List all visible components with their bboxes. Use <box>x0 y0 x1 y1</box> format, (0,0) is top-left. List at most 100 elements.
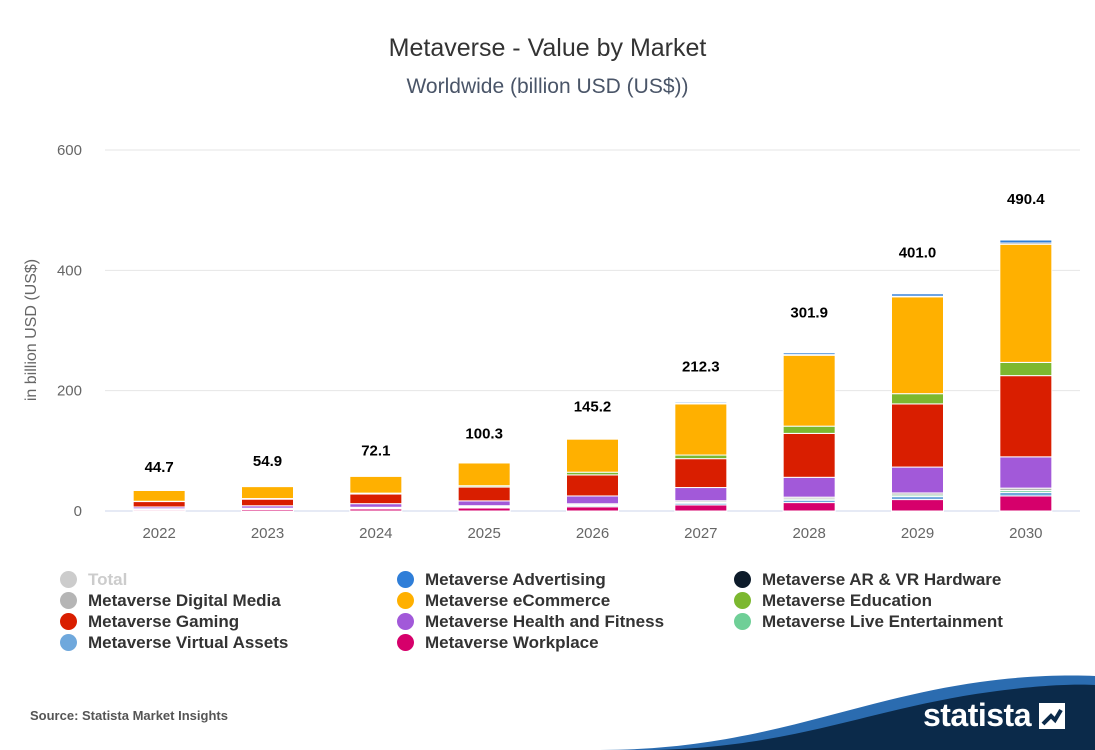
total-label: 72.1 <box>361 443 390 460</box>
x-tick-label: 2025 <box>467 525 500 542</box>
bar-segment[interactable] <box>999 495 1053 512</box>
bar-segment[interactable] <box>674 504 728 512</box>
x-tick-label: 2027 <box>684 525 717 542</box>
legend-item[interactable]: Metaverse Advertising <box>397 569 734 590</box>
legend-item[interactable]: Total <box>60 569 397 590</box>
bar-segment[interactable] <box>457 500 511 507</box>
bar-segment[interactable] <box>782 352 836 356</box>
legend-item[interactable]: Metaverse Workplace <box>397 632 734 653</box>
bar-segment[interactable] <box>132 501 186 508</box>
x-tick-label: 2030 <box>1009 525 1042 542</box>
footer-wave <box>600 675 1095 750</box>
bar-segment[interactable] <box>782 502 836 512</box>
bar-segment[interactable] <box>132 489 186 502</box>
bar-segment[interactable] <box>566 495 619 505</box>
bar-segment[interactable] <box>566 437 619 440</box>
legend-dot-icon <box>60 613 77 630</box>
legend-label: Total <box>88 569 128 589</box>
legend-label: Metaverse eCommerce <box>425 590 611 610</box>
statista-logo[interactable]: statista <box>923 697 1065 734</box>
bar-segment[interactable] <box>457 462 511 487</box>
stacked-bar-chart: 0 200 400 600 in billion USD (US$) 44.7 2022 54… <box>23 142 1080 542</box>
bar-segment[interactable] <box>999 239 1053 244</box>
legend-item[interactable]: Metaverse Live Entertainment <box>734 611 1070 632</box>
bar-segment[interactable] <box>891 466 944 494</box>
legend-label: Metaverse Advertising <box>425 569 606 589</box>
bar-segment[interactable] <box>999 456 1053 489</box>
legend-item[interactable]: Metaverse Gaming <box>60 611 397 632</box>
total-label: 100.3 <box>465 426 503 443</box>
legend-dot-icon <box>397 634 414 651</box>
bar-segment[interactable] <box>782 354 836 427</box>
total-label: 490.4 <box>1007 191 1045 208</box>
bar-segment[interactable] <box>674 403 728 456</box>
total-label: 44.7 <box>145 459 174 476</box>
legend-dot-icon <box>60 592 77 609</box>
bar-segment[interactable] <box>349 475 403 494</box>
legend-item[interactable]: Metaverse AR & VR Hardware <box>734 569 1070 590</box>
legend-dot-icon <box>734 592 751 609</box>
bar-segment[interactable] <box>999 243 1053 363</box>
statista-mark-icon <box>1039 702 1065 729</box>
legend-item[interactable]: Metaverse eCommerce <box>397 590 734 611</box>
y-axis-label: in billion USD (US$) <box>23 259 40 401</box>
legend-dot-icon <box>60 571 77 588</box>
x-tick-label: 2024 <box>359 525 392 542</box>
legend-item[interactable]: Metaverse Health and Fitness <box>397 611 734 632</box>
legend-dot-icon <box>734 571 751 588</box>
bar-segment[interactable] <box>349 503 403 508</box>
total-label: 212.3 <box>682 358 720 375</box>
bar-segment[interactable] <box>891 499 944 512</box>
bar-segment[interactable] <box>674 458 728 489</box>
bar-segment[interactable] <box>999 375 1053 458</box>
legend-label: Metaverse Workplace <box>425 632 599 652</box>
chart-title: Metaverse - Value by Market <box>388 34 707 62</box>
legend-item[interactable]: Metaverse Education <box>734 590 1070 611</box>
bar-segment[interactable] <box>566 474 619 497</box>
x-tick-label: 2022 <box>142 525 175 542</box>
legend-item[interactable]: Metaverse Digital Media <box>60 590 397 611</box>
bar-segment[interactable] <box>999 491 1053 497</box>
bar-segment[interactable] <box>891 403 944 468</box>
y-tick-label: 200 <box>57 383 82 400</box>
legend-label: Metaverse Live Entertainment <box>762 611 1003 631</box>
bar-segment[interactable] <box>999 361 1053 377</box>
legend-label: Metaverse Virtual Assets <box>88 632 289 652</box>
bar-segment[interactable] <box>782 432 836 478</box>
bar-segment[interactable] <box>566 438 619 473</box>
y-tick-label: 400 <box>57 262 82 279</box>
legend-dot-icon <box>397 571 414 588</box>
source-note: Source: Statista Market Insights <box>30 708 228 723</box>
y-tick-label: 600 <box>57 142 82 159</box>
bar-segment[interactable] <box>566 506 619 512</box>
bar-segment[interactable] <box>782 476 836 498</box>
bar-segment[interactable] <box>457 486 511 502</box>
brand-name: statista <box>922 697 1032 733</box>
bar-segment[interactable] <box>349 493 403 505</box>
bar-segment[interactable] <box>891 296 944 395</box>
legend-label: Metaverse Education <box>762 590 933 610</box>
legend-dot-icon <box>60 634 77 651</box>
bar-segment[interactable] <box>674 454 728 460</box>
chart-legend: Total Metaverse Advertising Metaverse AR &… <box>60 569 1070 653</box>
bar-segment[interactable] <box>674 487 728 502</box>
total-label: 301.9 <box>790 304 828 321</box>
bar-segment[interactable] <box>241 498 294 507</box>
y-tick-label: 0 <box>74 503 82 520</box>
legend-dot-icon <box>397 613 414 630</box>
legend-label: Metaverse Gaming <box>88 611 240 631</box>
legend-label: Metaverse AR & VR Hardware <box>762 569 1002 589</box>
legend-dot-icon <box>397 592 414 609</box>
bar-segment[interactable] <box>782 425 836 434</box>
bar-segment[interactable] <box>674 401 728 404</box>
bar-segment[interactable] <box>891 293 944 297</box>
total-label: 145.2 <box>574 399 612 416</box>
bar-segment[interactable] <box>241 486 294 500</box>
x-tick-label: 2028 <box>792 525 825 542</box>
legend-label: Metaverse Health and Fitness <box>425 611 665 631</box>
chart-subtitle: Worldwide (billion USD (US$)) <box>406 75 689 98</box>
x-tick-label: 2026 <box>576 525 609 542</box>
bar-segment[interactable] <box>891 393 944 405</box>
x-tick-label: 2029 <box>901 525 934 542</box>
legend-item[interactable]: Metaverse Virtual Assets <box>60 632 397 653</box>
